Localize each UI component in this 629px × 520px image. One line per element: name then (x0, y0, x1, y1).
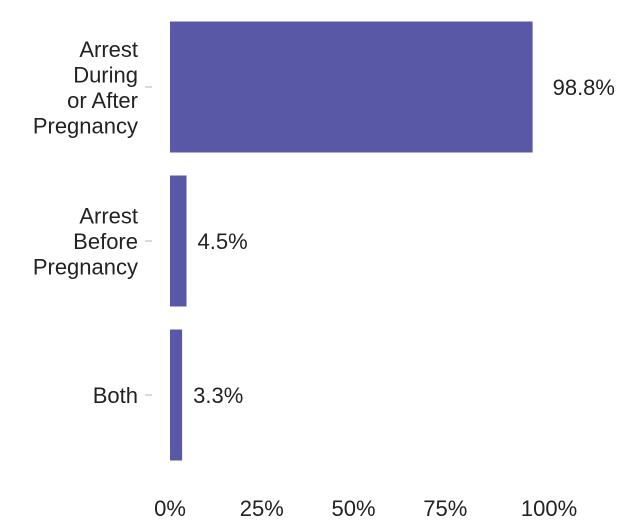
bar-0 (170, 21, 533, 153)
category-label-0: Arrest During or After Pregnancy (33, 37, 138, 139)
x-tick-label-2: 50% (331, 496, 375, 520)
x-tick-label-0: 0% (154, 496, 186, 520)
x-tick-label-4: 100% (521, 496, 577, 520)
x-tick-label-1: 25% (240, 496, 284, 520)
category-label-1: Arrest Before Pregnancy (33, 204, 138, 280)
bars-group (170, 21, 533, 461)
value-label-2: 3.3% (193, 383, 243, 408)
value-label-1: 4.5% (198, 229, 248, 254)
value-labels: 98.8% 4.5% 3.3% (193, 75, 615, 408)
category-tick-marks (145, 86, 152, 396)
x-tick-label-3: 75% (423, 496, 467, 520)
value-label-0: 98.8% (553, 75, 615, 100)
bar-1 (170, 175, 187, 307)
category-labels: Arrest During or After Pregnancy Arrest Befor… (33, 37, 138, 408)
x-axis-tick-labels: 0% 25% 50% 75% 100% (154, 496, 577, 520)
category-label-2: Both (93, 383, 138, 408)
bar-2 (170, 329, 183, 461)
